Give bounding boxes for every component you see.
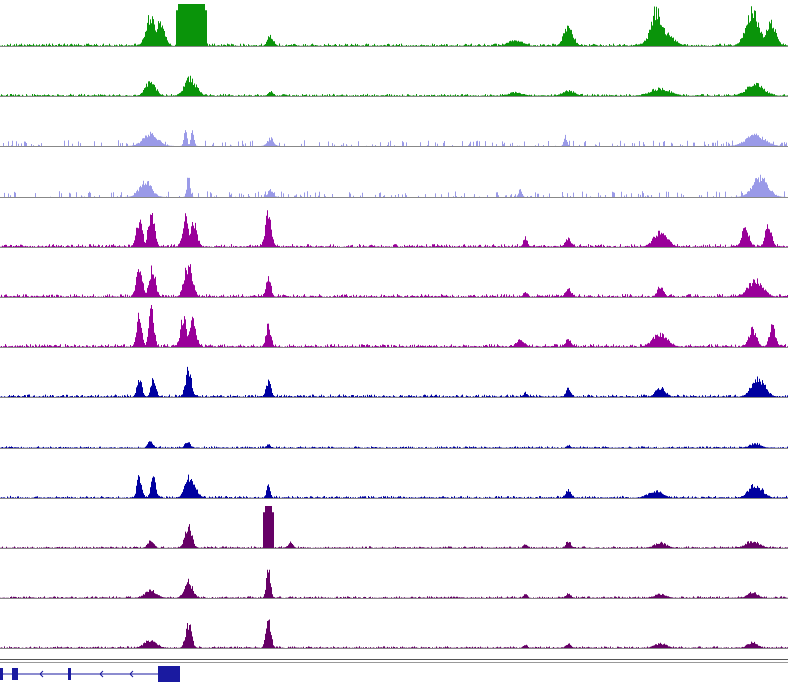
- gene-exon[interactable]: [0, 668, 3, 680]
- coverage-signal: [0, 130, 788, 146]
- gene-exon[interactable]: [158, 666, 180, 682]
- coverage-track[interactable]: [0, 251, 788, 299]
- coverage-track[interactable]: [0, 151, 788, 199]
- coverage-signal: [0, 441, 788, 448]
- coverage-signal: [0, 264, 788, 297]
- coverage-track[interactable]: [0, 201, 788, 249]
- coverage-track-plot: [0, 75, 788, 97]
- coverage-track[interactable]: [0, 452, 788, 500]
- coverage-track-plot: [0, 506, 788, 549]
- gene-exon[interactable]: [12, 668, 18, 680]
- coverage-track-plot: [0, 305, 788, 348]
- gene-annotation-track[interactable]: [0, 658, 788, 682]
- coverage-track-plot: [0, 130, 788, 147]
- coverage-track-plot: [0, 174, 788, 198]
- coverage-track[interactable]: [0, 301, 788, 349]
- coverage-signal: [0, 366, 788, 397]
- coverage-track[interactable]: [0, 502, 788, 550]
- coverage-track[interactable]: [0, 402, 788, 450]
- gene-exon[interactable]: [68, 668, 71, 680]
- coverage-track-plot: [0, 441, 788, 449]
- coverage-signal: [0, 506, 788, 548]
- coverage-signal: [0, 75, 788, 96]
- coverage-track[interactable]: [0, 602, 788, 650]
- coverage-track-plot: [0, 210, 788, 248]
- coverage-signal: [0, 619, 788, 648]
- coverage-track[interactable]: [0, 100, 788, 148]
- coverage-signal: [0, 305, 788, 347]
- strand-arrow-icon: [99, 670, 104, 678]
- coverage-track-plot: [0, 264, 788, 298]
- strand-arrow-icon: [39, 670, 44, 678]
- strand-arrow-icon: [129, 670, 134, 678]
- coverage-signal: [0, 474, 788, 498]
- coverage-track[interactable]: [0, 50, 788, 98]
- coverage-track-plot: [0, 474, 788, 499]
- coverage-track[interactable]: [0, 552, 788, 600]
- coverage-track-plot: [0, 569, 788, 599]
- coverage-track-plot: [0, 366, 788, 398]
- coverage-signal: [0, 569, 788, 598]
- coverage-track[interactable]: [0, 0, 788, 48]
- coverage-signal: [0, 4, 788, 46]
- coverage-track-plot: [0, 619, 788, 649]
- coverage-track[interactable]: [0, 351, 788, 399]
- gene-model: [0, 659, 788, 682]
- coverage-track-plot: [0, 4, 788, 47]
- coverage-signal: [0, 210, 788, 247]
- coverage-signal: [0, 174, 788, 197]
